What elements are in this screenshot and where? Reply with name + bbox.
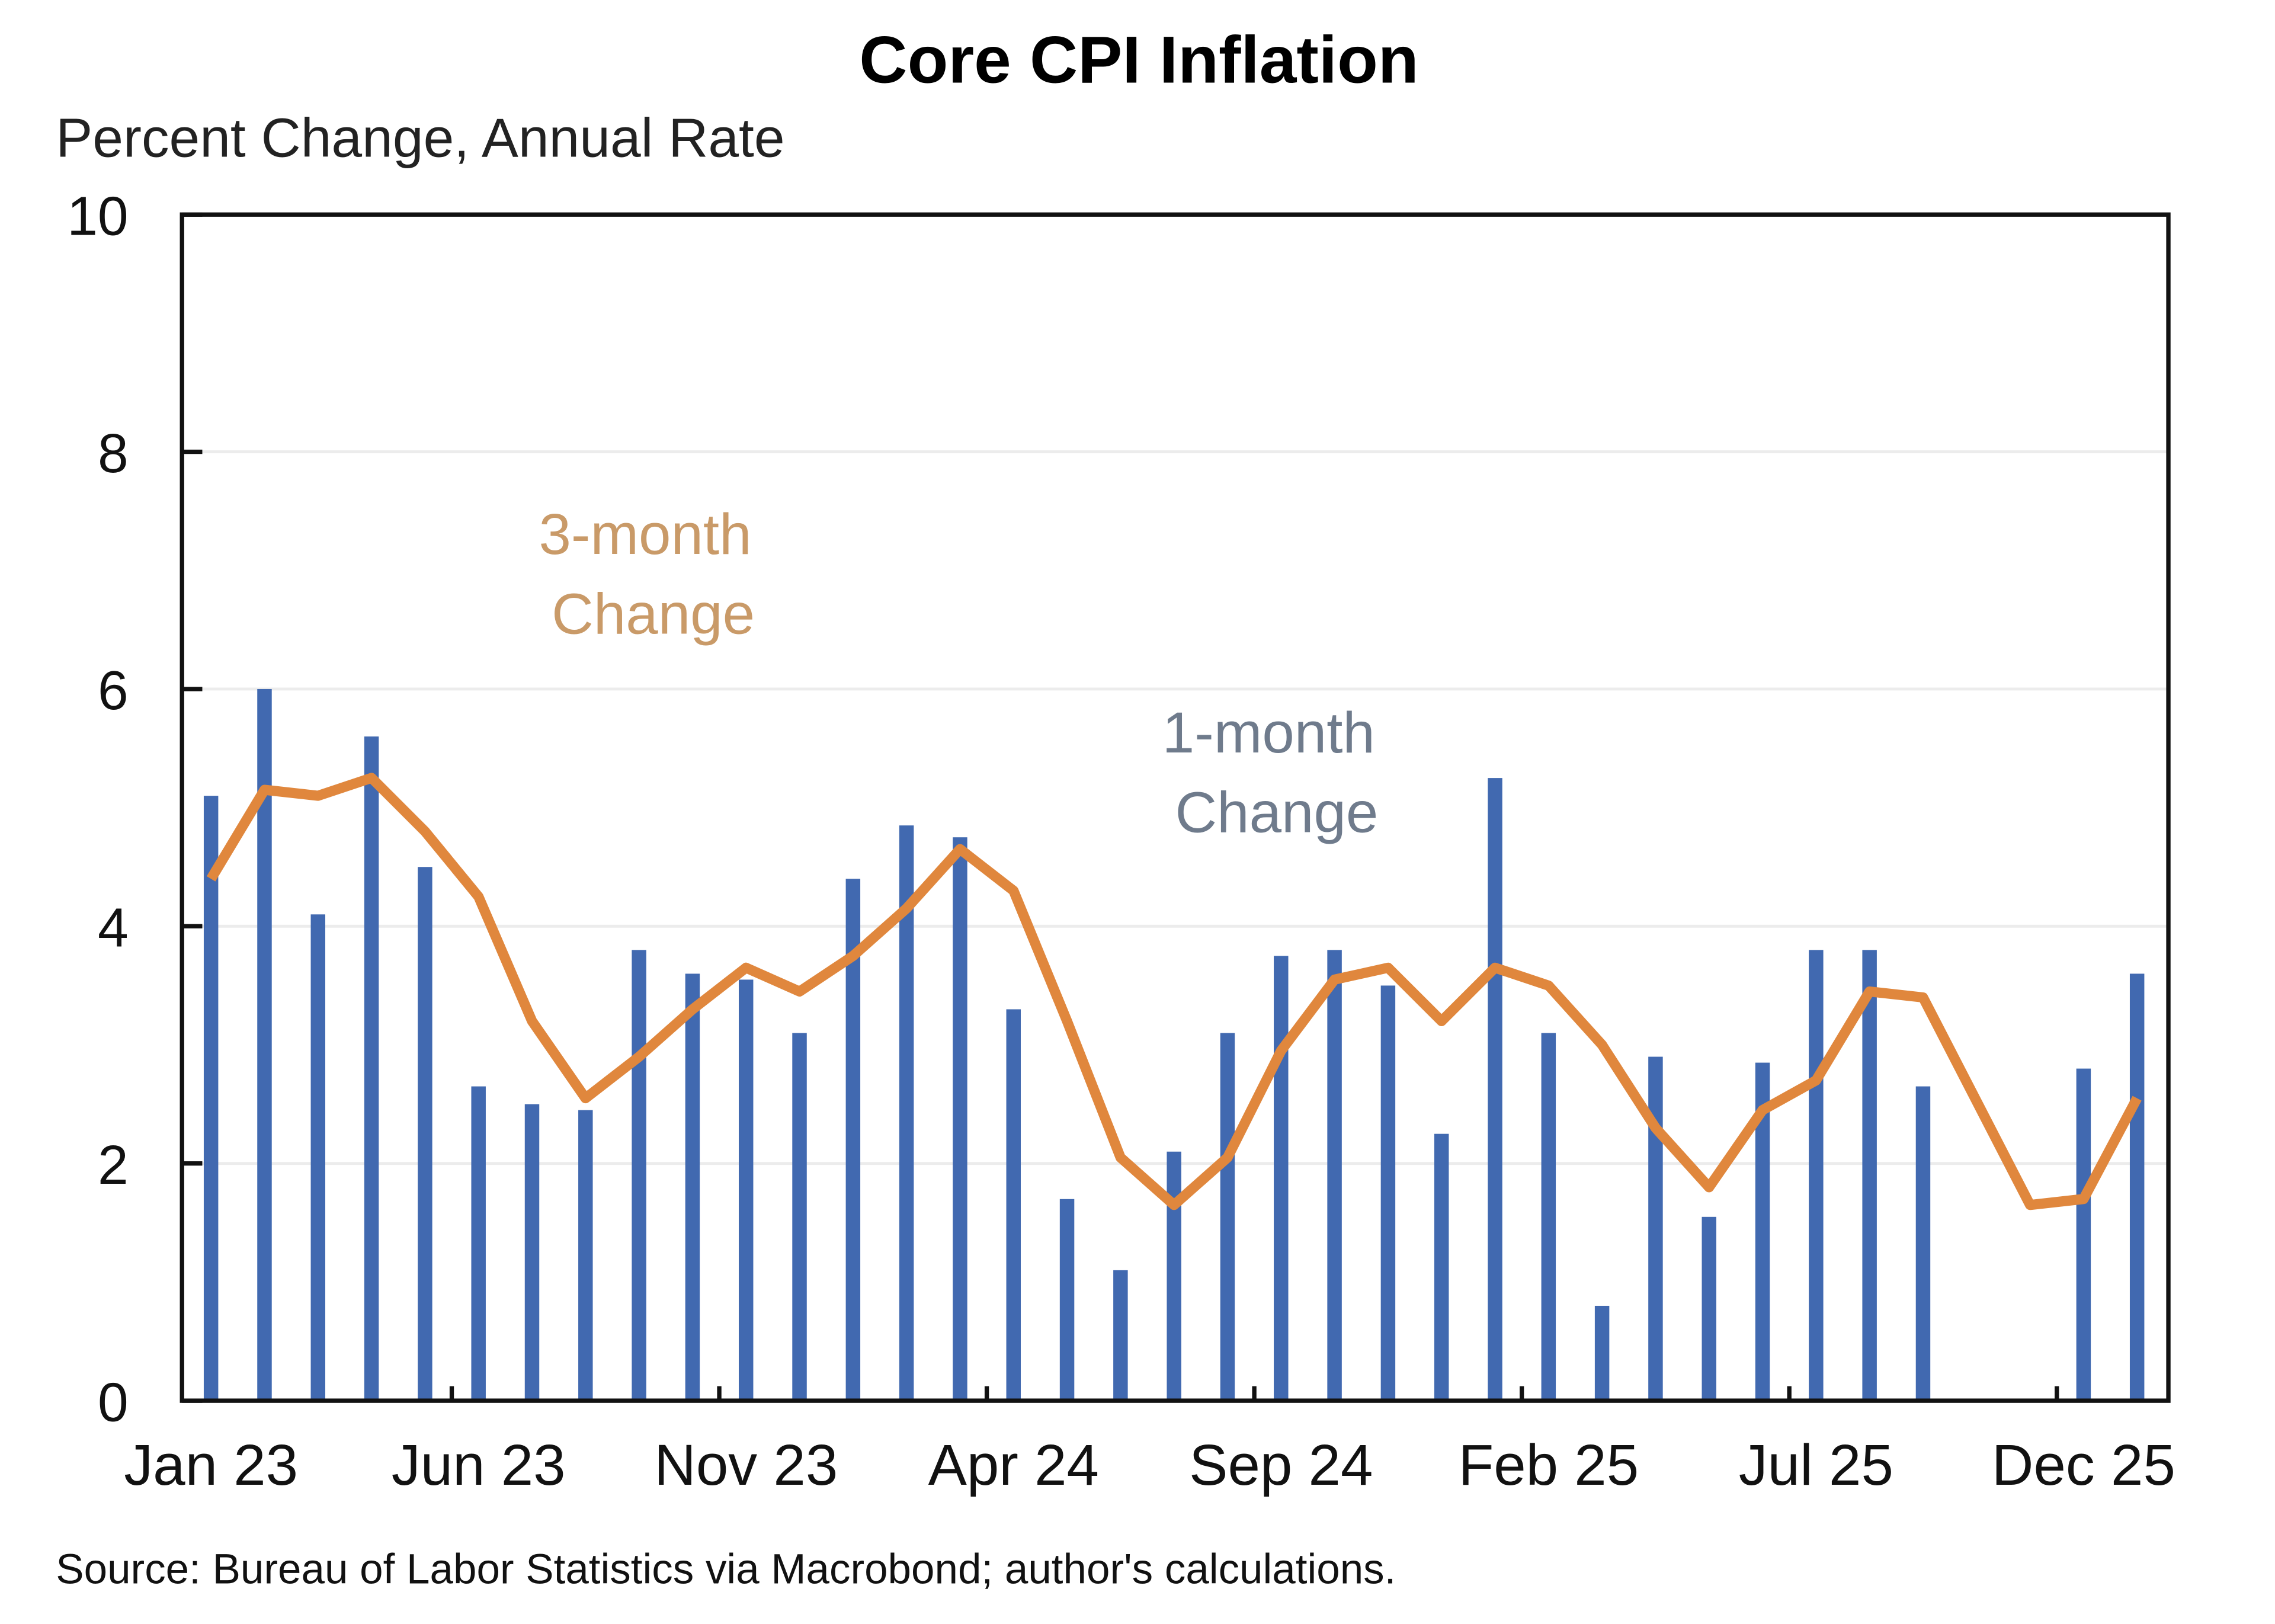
- annotation-1-month: 1-month Change: [1162, 700, 1391, 845]
- x-tick-label: Jun 23: [392, 1432, 566, 1497]
- bar-jun-24: [1113, 1270, 1128, 1401]
- source-note: Source: Bureau of Labor Statistics via M…: [56, 1546, 1396, 1593]
- bar-may-23: [418, 867, 432, 1401]
- y-tick-label: 2: [98, 1134, 129, 1196]
- y-axis: 0 2 4 6 8 10: [67, 185, 203, 1433]
- bar-jun-23: [471, 1086, 486, 1401]
- y-tick-label: 0: [98, 1371, 129, 1433]
- bar-jul-23: [524, 1104, 540, 1401]
- bar-feb-24: [899, 825, 914, 1401]
- x-tick-label: Jul 25: [1739, 1432, 1893, 1497]
- x-tick-label: Feb 25: [1458, 1432, 1639, 1497]
- bar-sep-23: [632, 950, 646, 1401]
- y-tick-label: 10: [67, 185, 128, 246]
- bar-may-25: [1702, 1216, 1716, 1401]
- bar-jan-24: [845, 879, 861, 1401]
- bar-mar-24: [953, 837, 967, 1401]
- bar-aug-25: [1862, 950, 1877, 1401]
- chart-subtitle: Percent Change, Annual Rate: [56, 107, 784, 168]
- bar-oct-23: [685, 973, 700, 1401]
- bar-apr-24: [1006, 1009, 1021, 1401]
- bar-mar-23: [310, 914, 326, 1401]
- bar-apr-25: [1648, 1056, 1663, 1401]
- bar-may-24: [1059, 1199, 1075, 1401]
- bar-series-1-month: [203, 688, 2145, 1401]
- bar-feb-25: [1541, 1033, 1556, 1401]
- annotation-3-month-line2: Change: [552, 581, 755, 646]
- bar-aug-23: [578, 1110, 593, 1401]
- plot-frame: [180, 212, 2171, 1403]
- y-tick-label: 4: [98, 897, 129, 959]
- annotation-1-month-line1: 1-month: [1162, 700, 1375, 765]
- annotation-3-month-line1: 3-month: [539, 501, 751, 566]
- bar-oct-24: [1327, 950, 1342, 1401]
- bar-dec-24: [1434, 1133, 1449, 1401]
- bar-dec-25: [2076, 1068, 2091, 1401]
- chart-title: Core CPI Inflation: [859, 22, 1418, 97]
- x-axis: Jan 23 Jun 23 Nov 23 Apr 24 Sep 24 Feb 25 Jul …: [124, 1386, 2175, 1497]
- bar-jul-25: [1809, 950, 1824, 1401]
- x-tick-label: Sep 24: [1189, 1432, 1373, 1497]
- bar-aug-24: [1220, 1033, 1235, 1401]
- annotation-1-month-line2: Change: [1175, 780, 1379, 845]
- x-tick-label: Apr 24: [928, 1432, 1099, 1497]
- bar-sep-25: [1915, 1086, 1931, 1401]
- bar-nov-24: [1380, 985, 1396, 1401]
- y-tick-label: 6: [98, 659, 129, 721]
- bar-nov-23: [738, 979, 754, 1401]
- line-series-3-month: [206, 773, 2142, 1210]
- x-tick-label: Jan 23: [124, 1432, 298, 1497]
- annotation-3-month: 3-month Change: [539, 501, 767, 646]
- x-tick-label: Nov 23: [654, 1432, 838, 1497]
- bar-jan-26: [2129, 973, 2145, 1401]
- bar-jan-23: [203, 796, 219, 1401]
- bar-sep-24: [1274, 956, 1289, 1401]
- y-tick-label: 8: [98, 422, 129, 484]
- bar-jan-25: [1488, 778, 1502, 1401]
- x-tick-label: Dec 25: [1992, 1432, 2175, 1497]
- bar-mar-25: [1594, 1305, 1610, 1401]
- bar-jul-24: [1167, 1151, 1181, 1401]
- bar-dec-23: [792, 1033, 807, 1401]
- bar-apr-23: [364, 736, 379, 1401]
